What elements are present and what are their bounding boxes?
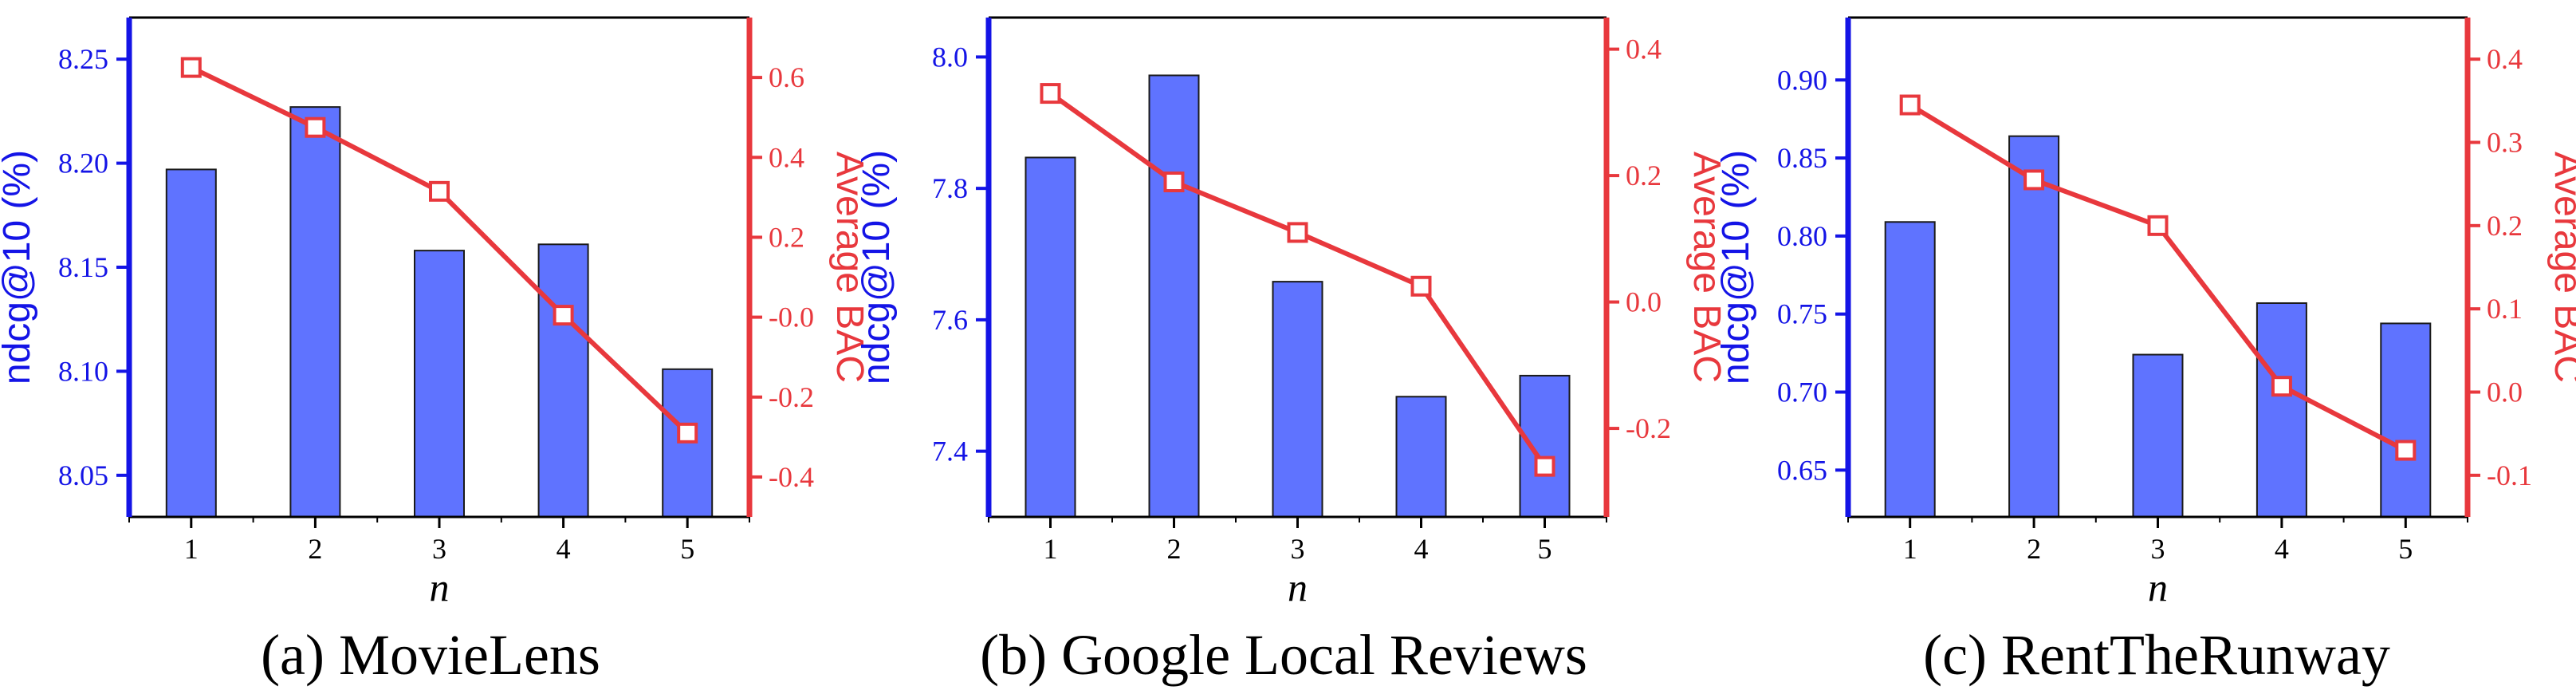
- right-y-tick-label: 0.2: [769, 221, 804, 253]
- bar-5: [1519, 374, 1571, 518]
- left-y-tick-label: 8.15: [58, 251, 108, 283]
- x-tick-label: 2: [1167, 533, 1182, 565]
- x-tick-label: 3: [432, 533, 446, 565]
- left-y-tick-label: 8.10: [58, 355, 108, 387]
- x-tick-label: 4: [556, 533, 571, 565]
- left-y-tick-label: 8.20: [58, 148, 108, 179]
- x-tick-label: 2: [2027, 533, 2041, 565]
- bar-1: [1025, 156, 1076, 518]
- right-y-tick-label: 0.6: [769, 61, 804, 93]
- bar-3: [1272, 281, 1323, 518]
- x-tick-label: 5: [2398, 533, 2413, 565]
- bac-point-2: [2023, 169, 2045, 191]
- bar-1: [165, 168, 217, 519]
- right-y-tick-label: 0.4: [769, 141, 804, 173]
- right-y-tick-label: -0.1: [2487, 459, 2532, 491]
- left-y-tick-label: 0.85: [1777, 142, 1827, 174]
- bar-2: [1148, 74, 1200, 519]
- bar-2: [2008, 135, 2060, 519]
- bar-4: [537, 243, 589, 518]
- left-y-axis-title: ndcg@10 (%): [1715, 150, 1757, 384]
- right-y-tick-label: 0.3: [2487, 127, 2523, 159]
- right-y-tick-label: 0.2: [2487, 210, 2523, 242]
- bac-point-1: [180, 57, 202, 78]
- left-y-tick-label: 0.70: [1777, 377, 1827, 408]
- right-y-tick-label: -0.2: [769, 381, 814, 413]
- left-y-tick-label: 7.6: [932, 304, 968, 336]
- left-y-tick-label: 8.0: [932, 41, 968, 73]
- x-tick-label: 3: [1291, 533, 1305, 565]
- bar-2: [289, 106, 341, 519]
- panel-caption: (c) RentTheRunway: [1923, 623, 2390, 687]
- bar-1: [1884, 221, 1936, 518]
- bac-point-3: [2147, 215, 2169, 236]
- right-y-tick-label: -0.2: [1626, 412, 1671, 444]
- bac-point-5: [2395, 440, 2417, 461]
- right-y-tick-label: 0.1: [2487, 293, 2523, 325]
- bac-point-3: [1287, 222, 1308, 243]
- bac-point-4: [1410, 275, 1432, 297]
- x-tick-label: 5: [680, 533, 694, 565]
- chart-panel-2: 1 2 3 4 5 7.4 7.6 7.8 8.0 -0.2 0.0 0.2 0.4 ndcg@10 (%…: [855, 16, 1728, 687]
- left-y-tick-label: 0.90: [1777, 64, 1827, 96]
- panel-caption: (a) MovieLens: [261, 623, 600, 687]
- right-y-axis-title: Average BAC: [828, 152, 871, 383]
- x-tick-label: 2: [308, 533, 322, 565]
- bac-point-5: [677, 422, 698, 444]
- left-y-axis-title: ndcg@10 (%): [855, 150, 898, 384]
- x-tick-label: 5: [1538, 533, 1552, 565]
- x-tick-label: 3: [2151, 533, 2165, 565]
- bac-point-2: [1163, 172, 1185, 193]
- x-tick-label: 1: [1903, 533, 1917, 565]
- left-y-axis-title: ndcg@10 (%): [0, 150, 38, 384]
- right-y-tick-label: 0.0: [1626, 286, 1662, 318]
- left-y-tick-label: 7.4: [932, 436, 968, 467]
- chart-panel-1: 1 2 3 4 5 8.05 8.10 8.15 8.20 8.25 -0.4 -0.2 -0.0 0.2…: [0, 16, 871, 687]
- bar-3: [2132, 353, 2184, 518]
- bac-point-5: [1534, 455, 1555, 477]
- x-axis-title: n: [2148, 565, 2168, 609]
- left-y-tick-label: 0.75: [1777, 298, 1827, 330]
- x-tick-label: 4: [2275, 533, 2289, 565]
- chart-panel-3: 1 2 3 4 5 0.65 0.70 0.75 0.80 0.85 0.90 -0.1 0.0 0.1 0…: [1715, 16, 2576, 687]
- left-y-tick-label: 7.8: [932, 172, 968, 204]
- left-y-tick-label: 8.25: [58, 43, 108, 75]
- bac-point-2: [305, 116, 326, 138]
- right-y-tick-label: 0.2: [1626, 160, 1662, 191]
- bac-point-1: [1899, 94, 1921, 116]
- x-tick-label: 1: [1044, 533, 1058, 565]
- panel-caption: (b) Google Local Reviews: [980, 623, 1587, 687]
- x-tick-label: 4: [1414, 533, 1429, 565]
- bac-point-1: [1040, 83, 1061, 105]
- bar-5: [2380, 322, 2432, 518]
- bac-point-4: [553, 305, 574, 326]
- right-y-tick-label: -0.0: [769, 302, 814, 333]
- right-y-tick-label: 0.4: [1626, 34, 1662, 65]
- bac-point-4: [2271, 376, 2292, 397]
- bar-3: [414, 250, 465, 518]
- bac-point-3: [429, 180, 450, 202]
- right-y-axis-title: Average BAC: [2547, 152, 2576, 383]
- right-y-tick-label: 0.0: [2487, 377, 2523, 408]
- right-y-tick-label: 0.4: [2487, 43, 2523, 75]
- x-axis-title: n: [1288, 565, 1308, 609]
- right-y-axis-title: Average BAC: [1685, 152, 1728, 383]
- bar-4: [1395, 396, 1447, 518]
- right-y-tick-label: -0.4: [769, 461, 814, 493]
- left-y-tick-label: 0.65: [1777, 454, 1827, 486]
- left-y-tick-label: 8.05: [58, 459, 108, 491]
- x-tick-label: 1: [184, 533, 199, 565]
- x-axis-title: n: [430, 565, 450, 609]
- bar-4: [2255, 302, 2307, 518]
- left-y-tick-label: 0.80: [1777, 220, 1827, 252]
